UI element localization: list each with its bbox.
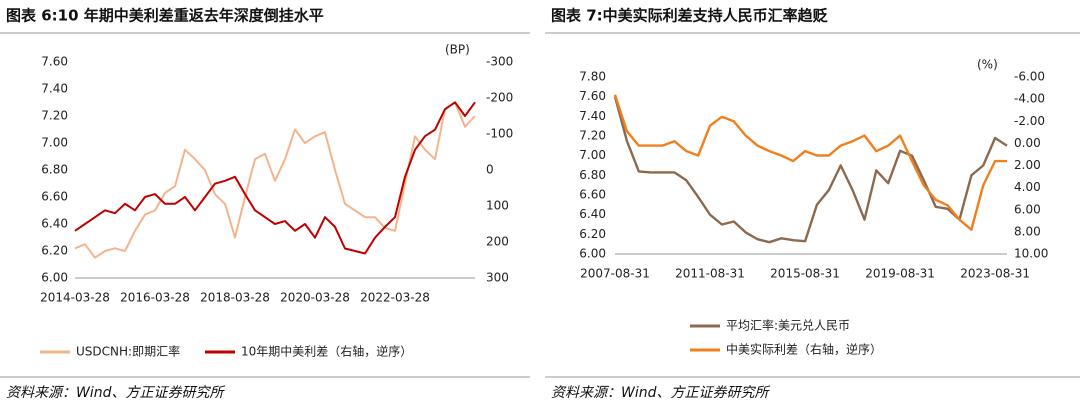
y2-tick-label: 300 xyxy=(486,271,509,285)
y-tick-label: 6.80 xyxy=(579,168,606,182)
series-line xyxy=(74,101,476,255)
y-tick-label: 7.00 xyxy=(41,136,68,150)
y2-tick-label: -300 xyxy=(486,55,513,69)
y-tick-label: 6.60 xyxy=(41,190,68,204)
y-tick-label: 7.60 xyxy=(41,55,68,69)
source: 资料来源：Wind、方正证券研究所 xyxy=(551,385,770,401)
y-tick-label: 7.80 xyxy=(579,70,606,84)
y-tick-label: 7.00 xyxy=(579,148,606,162)
y-tick-label: 6.20 xyxy=(41,244,68,258)
y-tick-label: 7.40 xyxy=(41,82,68,96)
legend-label: USDCNH:即期汇率 xyxy=(76,344,180,359)
y2-tick-label: 6.00 xyxy=(1014,202,1041,216)
y-tick-label: 7.40 xyxy=(579,109,606,123)
y2-tick-label: -2.00 xyxy=(1014,114,1045,128)
y-tick-label: 6.20 xyxy=(579,227,606,241)
x-tick-label: 2019-08-31 xyxy=(865,267,935,281)
source: 资料来源：Wind、方正证券研究所 xyxy=(6,385,225,401)
y2-tick-label: 0 xyxy=(486,163,494,177)
x-tick-label: 2014-03-28 xyxy=(40,291,110,305)
y-tick-label: 7.20 xyxy=(41,109,68,123)
y2-tick-label: 100 xyxy=(486,199,509,213)
y-tick-label: 7.20 xyxy=(579,129,606,143)
y2-tick-label: -100 xyxy=(486,127,513,141)
y-tick-label: 6.00 xyxy=(41,271,68,285)
chart-title: 图表 6:10 年期中美利差重返去年深度倒挂水平 xyxy=(6,7,324,25)
y-tick-label: 6.40 xyxy=(579,207,606,221)
y2-tick-label: 0.00 xyxy=(1014,136,1041,150)
x-tick-label: 2023-08-31 xyxy=(960,267,1030,281)
x-tick-label: 2018-03-28 xyxy=(200,291,270,305)
y2-tick-label: -6.00 xyxy=(1014,70,1045,84)
axis-unit: (BP) xyxy=(445,43,470,57)
y2-tick-label: -200 xyxy=(486,91,513,105)
series-line xyxy=(613,96,1008,244)
chart-title: 图表 7:中美实际利差支持人民币汇率趋贬 xyxy=(551,7,829,25)
y2-tick-label: 10.00 xyxy=(1014,247,1048,261)
x-tick-label: 2007-08-31 xyxy=(580,267,650,281)
y-tick-label: 6.40 xyxy=(41,217,68,231)
axis-unit: (%) xyxy=(977,58,998,72)
legend-label: 10年期中美利差（右轴，逆序） xyxy=(241,344,412,359)
x-tick-label: 2011-08-31 xyxy=(675,267,745,281)
y2-tick-label: -4.00 xyxy=(1014,92,1045,106)
y2-tick-label: 4.00 xyxy=(1014,180,1041,194)
x-tick-label: 2022-03-28 xyxy=(360,291,430,305)
legend-label: 平均汇率:美元兑人民币 xyxy=(726,318,850,333)
series-line xyxy=(613,94,1007,231)
x-tick-label: 2015-08-31 xyxy=(770,267,840,281)
y2-tick-label: 2.00 xyxy=(1014,158,1041,172)
x-tick-label: 2020-03-28 xyxy=(280,291,350,305)
y-tick-label: 7.60 xyxy=(579,89,606,103)
y2-tick-label: 200 xyxy=(486,235,509,249)
y2-tick-label: 8.00 xyxy=(1014,224,1041,238)
legend-label: 中美实际利差（右轴，逆序） xyxy=(726,342,882,357)
y-tick-label: 6.80 xyxy=(41,163,68,177)
y-tick-label: 6.00 xyxy=(579,247,606,261)
y-tick-label: 6.60 xyxy=(579,188,606,202)
series-line xyxy=(74,101,476,259)
x-tick-label: 2016-03-28 xyxy=(120,291,190,305)
